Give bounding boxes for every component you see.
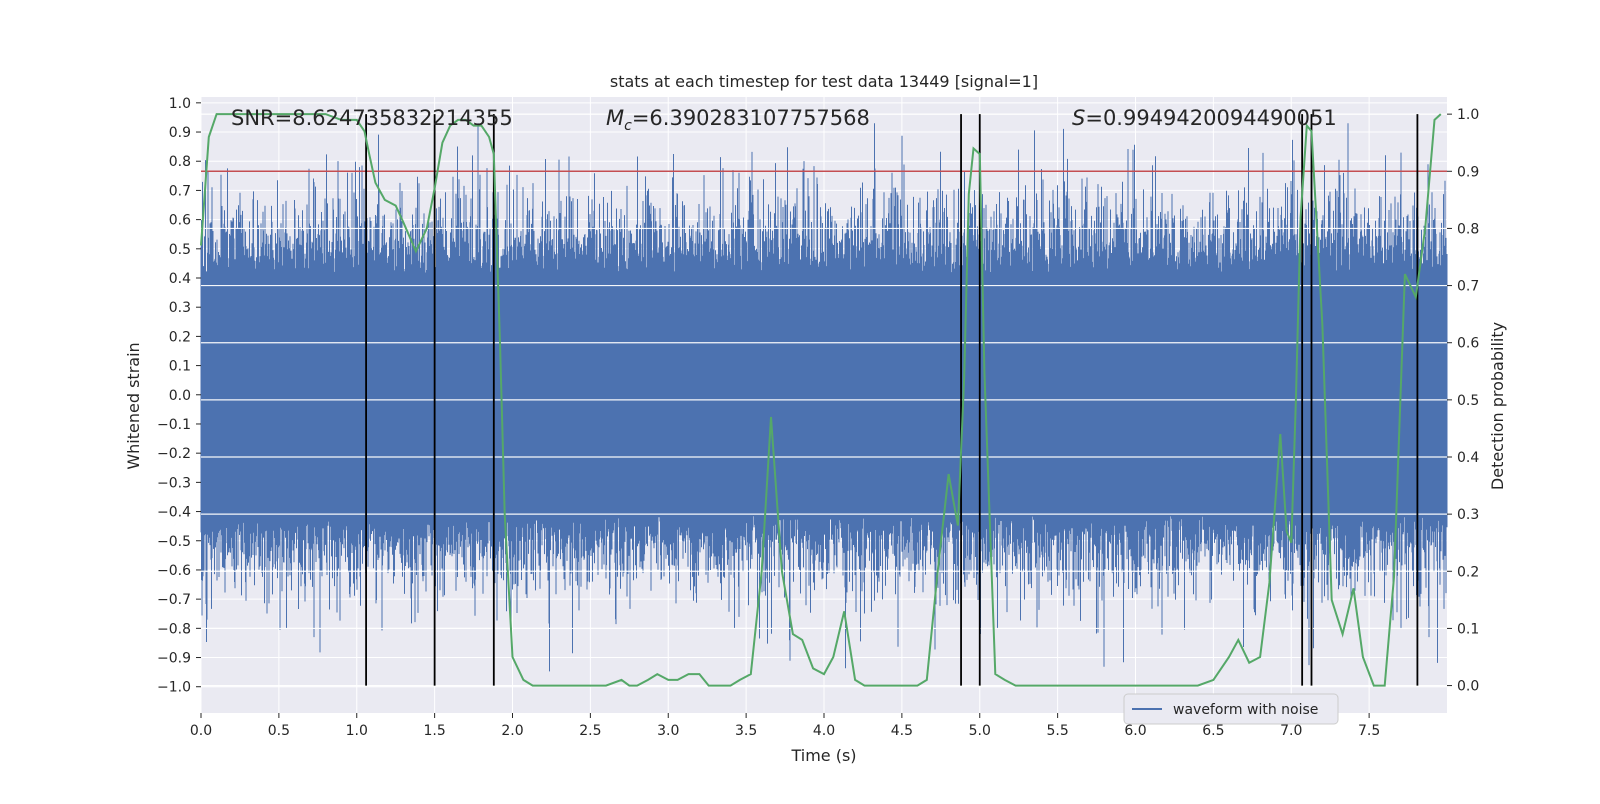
y-left-tick-label: 0.2 xyxy=(169,329,191,345)
overlay-layer xyxy=(200,113,1447,687)
chirp-mass-annotation: Mc=6.390283107757568 xyxy=(606,106,870,134)
waveform-series xyxy=(200,123,1448,672)
x-axis-label: Time (s) xyxy=(790,746,856,765)
x-tick-label: 2.0 xyxy=(501,723,523,739)
y-left-tick-label: 1.0 xyxy=(169,96,191,112)
y-left-tick-label: 0.5 xyxy=(169,242,191,258)
y-left-tick-label: −0.7 xyxy=(157,592,191,608)
axes-layer: 0.0 0.5 1.0 1.5 2.0 2.5 3.0 3.5 4.0 4.5 5.0 5.5 6.0 6… xyxy=(157,96,1479,739)
y-axis-label-right: Detection probability xyxy=(1488,322,1507,490)
y-left-tick-label: −0.6 xyxy=(157,563,191,579)
y-axis-label-left: Whitened strain xyxy=(124,342,143,469)
x-tick-label: 1.5 xyxy=(423,723,445,739)
probability-series xyxy=(200,113,1442,687)
y-left-tick-label: 0.6 xyxy=(169,213,191,229)
y-right-tick-label: 0.1 xyxy=(1457,621,1479,637)
y-right-tick-label: 0.0 xyxy=(1457,679,1479,695)
y-left-tick-label: −1.0 xyxy=(157,680,191,696)
chart-title: stats at each timestep for test data 134… xyxy=(610,72,1038,91)
y-left-tick-label: −0.1 xyxy=(157,417,191,433)
x-tick-label: 6.0 xyxy=(1124,723,1146,739)
legend: waveform with noise xyxy=(1123,693,1339,725)
x-tick-label: 6.5 xyxy=(1202,723,1224,739)
s-value: =0.9949420094490051 xyxy=(1085,106,1336,130)
y-right-tick-label: 0.3 xyxy=(1457,507,1479,523)
y-right-tick-label: 1.0 xyxy=(1457,107,1479,123)
snr-annotation: SNR=8.624735832214355 xyxy=(231,106,513,130)
chirp-mass-symbol: M xyxy=(606,106,624,130)
y-left-tick-label: 0.1 xyxy=(169,359,191,375)
x-tick-label: 7.5 xyxy=(1358,723,1380,739)
y-right-tick-label: 0.6 xyxy=(1457,336,1479,352)
legend-waveform-label: waveform with noise xyxy=(1173,702,1318,718)
y-left-tick-label: 0.0 xyxy=(169,388,191,404)
x-tick-label: 3.5 xyxy=(735,723,757,739)
y-left-tick-label: 0.3 xyxy=(169,300,191,316)
y-left-tick-label: −0.4 xyxy=(157,505,191,521)
x-tick-label: 7.0 xyxy=(1280,723,1302,739)
x-tick-label: 5.5 xyxy=(1046,723,1068,739)
x-tick-label: 5.0 xyxy=(969,723,991,739)
chirp-mass-value: =6.390283107757568 xyxy=(632,106,870,130)
y-left-tick-label: −0.8 xyxy=(157,621,191,637)
x-tick-label: 2.5 xyxy=(579,723,601,739)
legend-box xyxy=(1123,693,1339,725)
y-left-tick-label: −0.5 xyxy=(157,534,191,550)
y-left-tick-label: −0.2 xyxy=(157,446,191,462)
y-right-tick-label: 0.5 xyxy=(1457,393,1479,409)
y-right-tick-label: 0.4 xyxy=(1457,450,1479,466)
x-tick-label: 0.5 xyxy=(268,723,290,739)
y-left-tick-label: 0.7 xyxy=(169,183,191,199)
y-right-tick-label: 0.9 xyxy=(1457,164,1479,180)
s-symbol: S xyxy=(1072,106,1085,130)
x-tick-label: 4.0 xyxy=(813,723,835,739)
y-right-tick-label: 0.2 xyxy=(1457,564,1479,580)
y-left-tick-label: −0.3 xyxy=(157,475,191,491)
y-right-tick-label: 0.7 xyxy=(1457,279,1479,295)
y-left-tick-label: 0.8 xyxy=(169,154,191,170)
y-left-tick-label: 0.4 xyxy=(169,271,191,287)
s-annotation: S=0.9949420094490051 xyxy=(1072,106,1337,130)
x-tick-label: 0.0 xyxy=(190,723,212,739)
x-tick-label: 4.5 xyxy=(891,723,913,739)
chirp-mass-subscript: c xyxy=(624,118,632,134)
waveform-layer xyxy=(200,123,1448,672)
x-tick-label: 1.0 xyxy=(346,723,368,739)
x-tick-label: 3.0 xyxy=(657,723,679,739)
y-left-tick-label: −0.9 xyxy=(157,651,191,667)
y-left-tick-label: 0.9 xyxy=(169,125,191,141)
y-right-tick-label: 0.8 xyxy=(1457,221,1479,237)
